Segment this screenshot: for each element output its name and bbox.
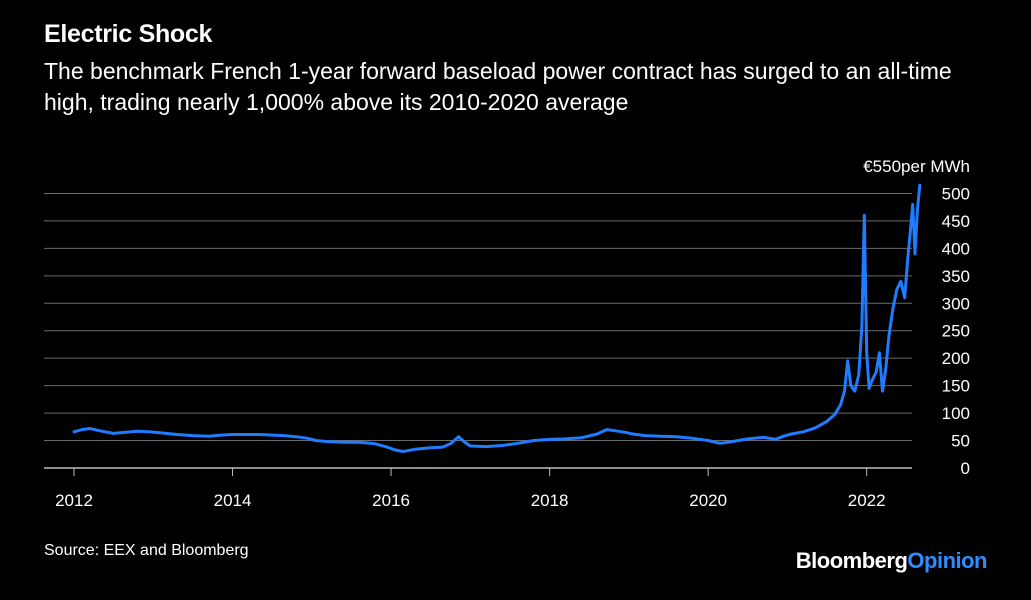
x-tick-label: 2016 (372, 491, 410, 510)
series-line (72, 183, 922, 453)
source-note: Source: EEX and Bloomberg (44, 542, 249, 559)
y-tick-label: 450 (942, 212, 970, 231)
y-tick-label: 400 (942, 239, 970, 258)
y-tick-label: 150 (942, 377, 970, 396)
x-tick-label: 2020 (689, 491, 727, 510)
y-tick-label: 350 (942, 267, 970, 286)
x-tick-label: 2012 (55, 491, 93, 510)
bloomberg-opinion-logo: BloombergOpinion (795, 548, 988, 574)
x-tick-label: 2014 (214, 491, 252, 510)
logo-part-opinion: Opinion (907, 548, 987, 573)
y-tick-label: 300 (942, 294, 970, 313)
logo-part-bloomberg: Bloomberg (795, 548, 908, 573)
y-unit-label: €550per MWh (863, 157, 970, 176)
y-tick-label: 100 (942, 404, 970, 423)
x-tick-label: 2022 (848, 491, 886, 510)
series-layer (72, 183, 922, 453)
grid-layer (44, 192, 912, 469)
y-tick-label: 200 (942, 349, 970, 368)
y-tick-label: 0 (961, 459, 970, 478)
x-tick-label: 2018 (531, 491, 569, 510)
y-tick-label: 250 (942, 322, 970, 341)
x-axis: 2012 2014 2016 2018 2020 2022 (55, 468, 886, 510)
y-tick-label: 500 (942, 184, 970, 203)
y-axis: 0 50 100 150 200 250 300 350 400 450 500 (942, 184, 970, 478)
chart-subtitle: The benchmark French 1-year forward base… (44, 58, 952, 115)
chart-title: Electric Shock (44, 20, 213, 48)
y-tick-label: 50 (951, 432, 970, 451)
